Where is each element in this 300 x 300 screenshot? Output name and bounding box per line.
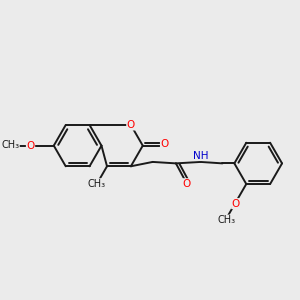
Text: O: O [26,141,35,151]
Text: CH₃: CH₃ [88,179,106,189]
Text: NH: NH [193,151,208,160]
Text: O: O [127,120,135,130]
Text: CH₃: CH₃ [1,140,19,150]
Text: O: O [232,199,240,208]
Text: CH₃: CH₃ [218,215,236,225]
Text: O: O [160,139,169,149]
Text: O: O [182,179,190,189]
